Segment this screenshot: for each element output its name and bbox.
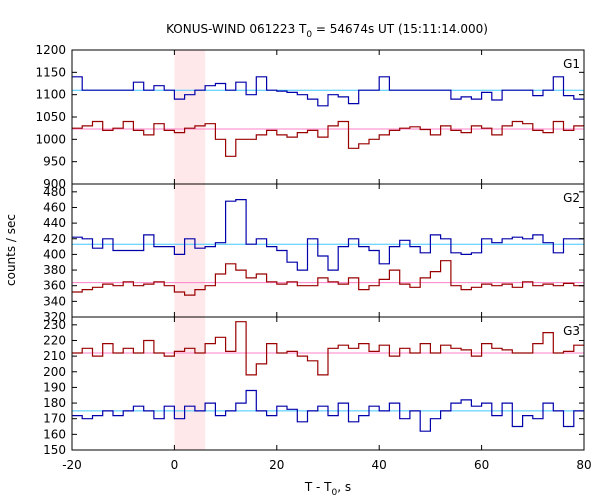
y-tick-label-g2: 320 <box>43 310 66 324</box>
highlight-layer <box>174 50 206 450</box>
y-tick-label-g2: 480 <box>43 185 66 199</box>
series-blue-g3 <box>72 389 584 432</box>
y-tick-label-g1: 1000 <box>35 132 66 146</box>
y-tick-label-g2: 420 <box>43 232 66 246</box>
y-tick-label-g2: 380 <box>43 263 66 277</box>
series-blue-g1 <box>72 76 584 107</box>
y-tick-label-g3: 210 <box>43 349 66 363</box>
chart-title: KONUS-WIND 061223 T0 = 54674s UT (15:11:… <box>166 22 488 40</box>
y-tick-label-g3: 170 <box>43 412 66 426</box>
series-red-g3 <box>72 321 584 376</box>
panel-frame-g2 <box>71 183 585 318</box>
y-tick-label-g1: 1150 <box>35 65 66 79</box>
y-tick-label-g1: 1050 <box>35 110 66 124</box>
y-tick-label-g3: 150 <box>43 443 66 457</box>
y-tick-label-g2: 360 <box>43 279 66 293</box>
y-tick-label-g1: 1100 <box>35 88 66 102</box>
x-tick-label: 60 <box>474 458 489 472</box>
chart-title-subscript: 0 <box>306 30 312 40</box>
highlight-band-g2 <box>174 184 206 317</box>
x-axis-label-subscript: 0 <box>332 488 338 498</box>
x-tick-label: 20 <box>269 458 284 472</box>
panel-label-g3: G3 <box>563 324 580 338</box>
x-axis-label-rest: , s <box>337 480 351 494</box>
y-tick-label-g1: 950 <box>43 155 66 169</box>
panel-label-g1: G1 <box>563 57 580 71</box>
series-red-g1 <box>72 120 584 157</box>
y-tick-label-g3: 220 <box>43 333 66 347</box>
y-tick-label-g3: 230 <box>43 318 66 332</box>
series-red-g2 <box>72 260 584 296</box>
panel-frame-g1 <box>71 49 585 185</box>
y-tick-label-g3: 160 <box>43 427 66 441</box>
y-tick-label-g2: 440 <box>43 216 66 230</box>
y-tick-label-g1: 1200 <box>35 43 66 57</box>
x-axis-label: T - T0, s <box>304 480 351 498</box>
y-tick-label-g2: 400 <box>43 247 66 261</box>
y-tick-label-g2: 460 <box>43 200 66 214</box>
panel-label-g2: G2 <box>563 191 580 205</box>
series-blue-g2 <box>72 199 584 271</box>
y-tick-label-g1: 900 <box>43 177 66 191</box>
x-tick-label: 0 <box>171 458 179 472</box>
x-tick-label: 40 <box>372 458 387 472</box>
highlight-band-g3 <box>174 317 206 450</box>
x-tick-label: 80 <box>576 458 591 472</box>
y-tick-label-g3: 200 <box>43 365 66 379</box>
y-axis-label: counts / sec <box>4 214 18 286</box>
y-tick-label-g2: 340 <box>43 294 66 308</box>
y-tick-label-g3: 190 <box>43 380 66 394</box>
x-tick-label: -20 <box>62 458 82 472</box>
y-tick-label-g3: 180 <box>43 396 66 410</box>
chart-title-rest: = 54674s UT (15:11:14.000) <box>312 22 488 36</box>
chart-title-main: KONUS-WIND 061223 T <box>166 22 307 36</box>
highlight-band-g1 <box>174 50 206 184</box>
series-layer <box>72 76 584 432</box>
panel-frame-g3 <box>71 316 585 451</box>
x-axis-label-main: T - T <box>304 480 332 494</box>
